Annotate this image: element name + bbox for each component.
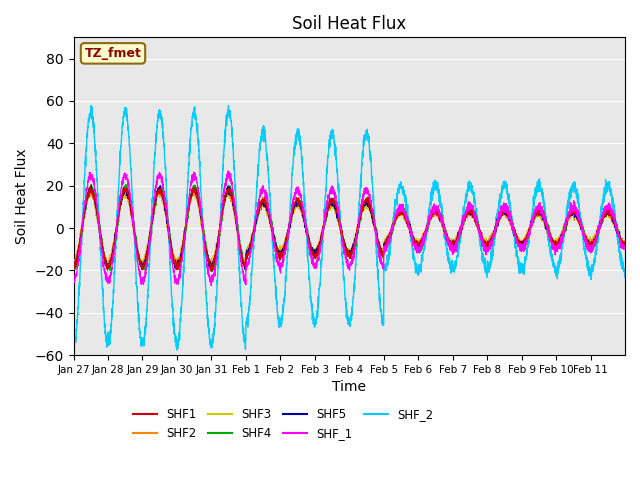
SHF4 (316, 247, 323, 253)
SHF5 (88, 182, 95, 188)
SHF3 (311, 250, 319, 256)
SHF1 (140, 260, 148, 265)
Line: SHF4: SHF4 (74, 184, 625, 272)
SHF4 (424, 223, 432, 228)
SHF_2 (621, 271, 629, 276)
SHF_2 (311, 319, 319, 325)
SHF_2 (424, 218, 432, 224)
SHF4 (209, 269, 216, 275)
SHF_2 (358, 149, 366, 155)
SHF2 (139, 266, 147, 272)
SHF5 (621, 242, 629, 248)
X-axis label: Time: Time (332, 381, 366, 395)
Line: SHF_2: SHF_2 (74, 106, 625, 350)
Line: SHF1: SHF1 (74, 187, 625, 271)
SHF1 (424, 222, 432, 228)
SHF_1 (424, 224, 432, 229)
SHF1 (311, 254, 319, 260)
SHF4 (140, 264, 148, 270)
SHF5 (311, 251, 319, 256)
SHF_1 (70, 277, 77, 283)
SHF1 (449, 241, 456, 247)
SHF_1 (621, 243, 629, 249)
Line: SHF5: SHF5 (74, 185, 625, 269)
SHF_1 (311, 262, 319, 268)
SHF3 (105, 262, 113, 267)
SHF1 (207, 268, 215, 274)
Title: Soil Heat Flux: Soil Heat Flux (292, 15, 406, 33)
SHF4 (70, 263, 77, 269)
SHF_1 (316, 251, 323, 256)
SHF5 (449, 241, 456, 247)
SHF_2 (173, 347, 180, 353)
SHF2 (311, 249, 319, 255)
SHF_1 (225, 168, 232, 174)
SHF3 (358, 205, 366, 211)
SHF5 (140, 260, 148, 265)
SHF2 (621, 242, 629, 248)
Legend: SHF1, SHF2, SHF3, SHF4, SHF5, SHF_1, SHF_2: SHF1, SHF2, SHF3, SHF4, SHF5, SHF_1, SHF… (128, 403, 438, 444)
SHF3 (316, 237, 323, 242)
SHF_1 (358, 196, 366, 202)
SHF5 (358, 207, 366, 213)
SHF3 (449, 242, 456, 248)
SHF_2 (140, 343, 148, 349)
Line: SHF_1: SHF_1 (74, 171, 625, 286)
SHF2 (449, 238, 456, 244)
SHF1 (621, 240, 629, 246)
SHF3 (621, 240, 629, 246)
SHF1 (358, 207, 366, 213)
SHF1 (86, 184, 94, 190)
SHF5 (424, 221, 432, 227)
SHF3 (424, 222, 432, 228)
SHF4 (88, 181, 95, 187)
SHF1 (316, 243, 323, 249)
SHF_2 (70, 340, 77, 346)
Y-axis label: Soil Heat Flux: Soil Heat Flux (15, 148, 29, 244)
SHF1 (70, 265, 77, 271)
SHF4 (311, 254, 319, 260)
SHF3 (140, 258, 148, 264)
SHF_1 (140, 274, 148, 280)
SHF2 (70, 260, 77, 266)
SHF_2 (449, 268, 456, 274)
SHF2 (358, 206, 366, 212)
SHF2 (140, 258, 148, 264)
SHF3 (87, 187, 95, 192)
SHF5 (70, 260, 77, 265)
SHF2 (86, 186, 94, 192)
SHF2 (424, 224, 432, 230)
SHF_1 (449, 247, 456, 252)
SHF_1 (207, 283, 215, 288)
SHF4 (358, 205, 366, 211)
SHF5 (316, 241, 323, 247)
SHF_2 (87, 103, 95, 108)
Line: SHF2: SHF2 (74, 189, 625, 269)
Text: TZ_fmet: TZ_fmet (84, 47, 141, 60)
SHF2 (316, 241, 323, 247)
SHF_2 (316, 285, 323, 290)
SHF4 (621, 246, 629, 252)
SHF5 (241, 266, 249, 272)
SHF3 (70, 256, 77, 262)
SHF4 (449, 242, 456, 248)
Line: SHF3: SHF3 (74, 190, 625, 264)
